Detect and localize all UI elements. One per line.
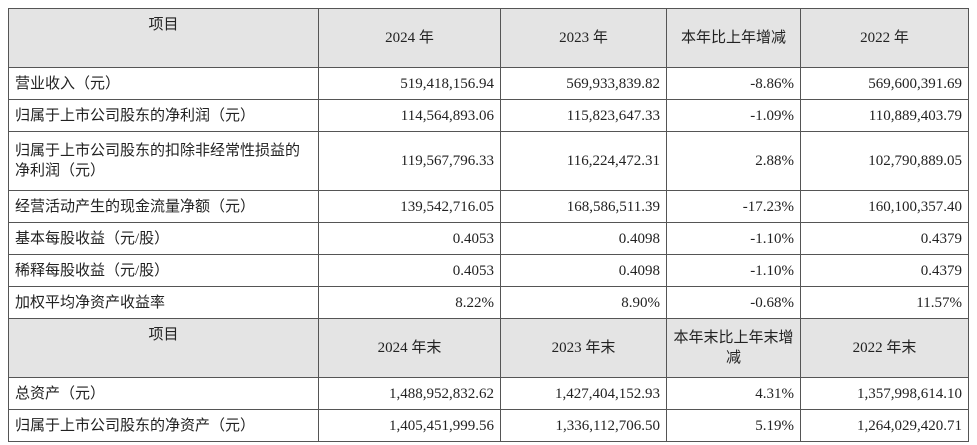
data-row: 归属于上市公司股东的扣除非经常性损益的净利润（元） 119,567,796.33 1… [8,131,969,191]
header-cell: 2024 年 [318,8,501,68]
value-cell: 115,823,647.33 [500,99,667,132]
value-cell: 0.4098 [500,222,667,255]
value-cell: 0.4379 [800,254,969,287]
label-cell: 归属于上市公司股东的扣除非经常性损益的净利润（元） [8,131,319,191]
header-cell: 项目 [8,8,319,68]
value-cell: 8.22% [318,286,501,319]
label-cell: 总资产（元） [8,377,319,410]
label-cell: 稀释每股收益（元/股） [8,254,319,287]
value-cell: 1,357,998,614.10 [800,377,969,410]
header-cell: 2022 年末 [800,318,969,378]
value-cell: 0.4053 [318,254,501,287]
value-cell: 8.90% [500,286,667,319]
data-row: 营业收入（元） 519,418,156.94 569,933,839.82 -8.86… [8,67,969,100]
value-cell: 1,336,112,706.50 [500,409,667,442]
label-cell: 基本每股收益（元/股） [8,222,319,255]
data-row: 归属于上市公司股东的净利润（元） 114,564,893.06 115,823,64… [8,99,969,132]
header-cell: 2023 年 [500,8,667,68]
value-cell: 1,488,952,832.62 [318,377,501,410]
header-cell: 本年末比上年末增减 [666,318,801,378]
value-cell: 1,427,404,152.93 [500,377,667,410]
value-cell: -8.86% [666,67,801,100]
value-cell: 116,224,472.31 [500,131,667,191]
value-cell: 110,889,403.79 [800,99,969,132]
value-cell: 1,264,029,420.71 [800,409,969,442]
header-cell: 2022 年 [800,8,969,68]
value-cell: 519,418,156.94 [318,67,501,100]
value-cell: 114,564,893.06 [318,99,501,132]
table-body: 项目 2024 年 2023 年本年比上年增减 2022 年营业收入（元） 519,41… [8,8,969,442]
financial-table: 项目 2024 年 2023 年本年比上年增减 2022 年营业收入（元） 519,41… [8,8,969,442]
value-cell: 569,600,391.69 [800,67,969,100]
header-cell: 项目 [8,318,319,378]
value-cell: 0.4098 [500,254,667,287]
value-cell: 160,100,357.40 [800,190,969,223]
value-cell: 0.4053 [318,222,501,255]
value-cell: 1,405,451,999.56 [318,409,501,442]
data-row: 归属于上市公司股东的净资产（元） 1,405,451,999.56 1,336,11… [8,409,969,442]
data-row: 基本每股收益（元/股） 0.4053 0.4098 -1.10% 0.4379 [8,222,969,255]
value-cell: 139,542,716.05 [318,190,501,223]
value-cell: -17.23% [666,190,801,223]
value-cell: 0.4379 [800,222,969,255]
value-cell: 5.19% [666,409,801,442]
header-cell: 2024 年末 [318,318,501,378]
value-cell: -1.10% [666,254,801,287]
label-cell: 加权平均净资产收益率 [8,286,319,319]
label-cell: 归属于上市公司股东的净资产（元） [8,409,319,442]
data-row: 加权平均净资产收益率 8.22% 8.90% -0.68% 11.57% [8,286,969,319]
label-cell: 营业收入（元） [8,67,319,100]
label-cell: 归属于上市公司股东的净利润（元） [8,99,319,132]
value-cell: -1.10% [666,222,801,255]
header-row: 项目 2024 年 2023 年本年比上年增减 2022 年 [8,8,969,68]
value-cell: 569,933,839.82 [500,67,667,100]
value-cell: 168,586,511.39 [500,190,667,223]
value-cell: 102,790,889.05 [800,131,969,191]
value-cell: 4.31% [666,377,801,410]
value-cell: -0.68% [666,286,801,319]
data-row: 总资产（元） 1,488,952,832.62 1,427,404,152.93 4.… [8,377,969,410]
header-row: 项目 2024 年末 2023 年末 本年末比上年末增减 2022 年末 [8,318,969,378]
data-row: 经营活动产生的现金流量净额（元） 139,542,716.05 168,586,51… [8,190,969,223]
value-cell: -1.09% [666,99,801,132]
label-cell: 经营活动产生的现金流量净额（元） [8,190,319,223]
header-cell: 2023 年末 [500,318,667,378]
value-cell: 119,567,796.33 [318,131,501,191]
header-cell: 本年比上年增减 [666,8,801,68]
value-cell: 11.57% [800,286,969,319]
value-cell: 2.88% [666,131,801,191]
data-row: 稀释每股收益（元/股） 0.4053 0.4098 -1.10% 0.4379 [8,254,969,287]
